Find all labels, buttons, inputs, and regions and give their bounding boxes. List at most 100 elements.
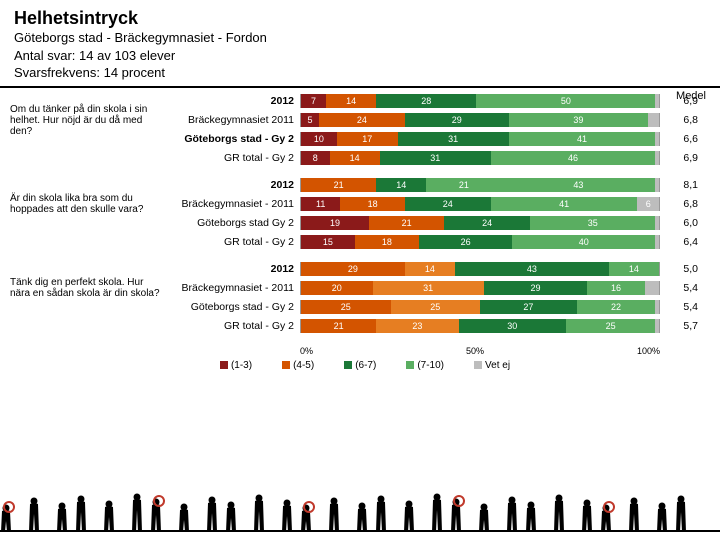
subtitle-1: Göteborgs stad - Bräckegymnasiet - Fordo… <box>14 29 706 47</box>
bar-segment: 46 <box>491 151 656 165</box>
stacked-bar: 10173141 <box>300 132 660 146</box>
bar-segment: 21 <box>301 319 376 333</box>
legend-item: (4-5) <box>272 360 314 371</box>
mean-value: 6,4 <box>660 236 698 248</box>
stacked-bar: 111824416 <box>300 197 660 211</box>
bar-segment: 17 <box>337 132 398 146</box>
bar-segment: 39 <box>509 113 649 127</box>
bar-segment <box>648 113 659 127</box>
stacked-bar: 29144314 <box>300 262 660 276</box>
bar-segment: 43 <box>455 262 609 276</box>
stacked-bar: 25252722 <box>300 300 660 314</box>
stacked-bar: 19212435 <box>300 216 660 230</box>
mean-value: 5,0 <box>660 263 698 275</box>
stacked-bar: 8143146 <box>300 151 660 165</box>
bar-segment: 24 <box>444 216 530 230</box>
mean-value: 8,1 <box>660 179 698 191</box>
bar-segment: 31 <box>373 281 484 295</box>
question-label: Är din skola lika bra som du hoppades at… <box>10 193 164 215</box>
mean-value: 6,6 <box>660 133 698 145</box>
mean-header: Medel <box>676 90 706 102</box>
bar-segment: 40 <box>512 235 655 249</box>
header: Helhetsintryck Göteborgs stad - Bräckegy… <box>0 0 720 88</box>
category-label: 2012 <box>164 263 300 275</box>
bar-segment: 5 <box>301 113 319 127</box>
bar-segment: 7 <box>301 94 326 108</box>
bar-segment <box>655 178 659 192</box>
category-label: Göteborgs stad Gy 2 <box>164 217 300 229</box>
category-label: GR total - Gy 2 <box>164 320 300 332</box>
bar-segment: 22 <box>577 300 656 314</box>
bar-segment: 27 <box>480 300 577 314</box>
stacked-bar: 5242939 <box>300 113 660 127</box>
bar-segment: 25 <box>566 319 656 333</box>
legend-item: (7-10) <box>396 360 444 371</box>
mean-value: 5,4 <box>660 301 698 313</box>
category-label: Göteborgs stad - Gy 2 <box>164 301 300 313</box>
stacked-bar: 21142143 <box>300 178 660 192</box>
mean-value: 6,8 <box>660 198 698 210</box>
stacked-bar: 20312916 <box>300 281 660 295</box>
chart-row: Tänk dig en perfekt skola. Hur nära en s… <box>10 279 710 298</box>
bar-segment <box>655 319 659 333</box>
category-label: Bräckegymnasiet - 2011 <box>164 282 300 294</box>
bar-segment: 29 <box>301 262 405 276</box>
bar-segment: 14 <box>405 262 455 276</box>
question-group: 2012291443145,0Tänk dig en perfekt skola… <box>10 260 710 336</box>
question-group: 2012211421438,1Är din skola lika bra som… <box>10 176 710 252</box>
bar-segment <box>655 235 659 249</box>
axis-tick: 50% <box>466 346 484 356</box>
bar-segment: 35 <box>530 216 655 230</box>
chart-row: 2012211421438,1 <box>10 176 710 195</box>
stacked-bar: 7142850 <box>300 94 660 108</box>
category-label: GR total - Gy 2 <box>164 236 300 248</box>
footer-silhouette <box>0 488 720 536</box>
bar-segment: 25 <box>391 300 481 314</box>
chart-row: Göteborgs stad - Gy 2252527225,4 <box>10 298 710 317</box>
legend: (1-3)(4-5)(6-7)(7-10)Vet ej <box>10 360 710 371</box>
legend-swatch <box>220 361 228 369</box>
legend-swatch <box>474 361 482 369</box>
bar-segment: 18 <box>340 197 404 211</box>
bar-segment: 11 <box>301 197 340 211</box>
bar-segment: 41 <box>509 132 656 146</box>
bar-segment: 21 <box>426 178 501 192</box>
bar-segment: 19 <box>301 216 369 230</box>
chart-row: Om du tänker på din skola i sin helhet. … <box>10 111 710 130</box>
chart-row: GR total - Gy 281431466,9 <box>10 149 710 168</box>
legend-swatch <box>344 361 352 369</box>
bar-segment <box>645 281 659 295</box>
subtitle-3: Svarsfrekvens: 14 procent <box>14 64 706 82</box>
axis-tick: 0% <box>300 346 313 356</box>
legend-item: (6-7) <box>334 360 376 371</box>
bar-segment: 14 <box>609 262 659 276</box>
bar-segment: 25 <box>301 300 391 314</box>
bar-segment: 31 <box>398 132 509 146</box>
mean-value: 6,8 <box>660 114 698 126</box>
axis-tick: 100% <box>637 346 660 356</box>
bar-segment: 43 <box>501 178 655 192</box>
legend-swatch <box>406 361 414 369</box>
question-group: 201271428506,9Om du tänker på din skola … <box>10 92 710 168</box>
bar-segment: 14 <box>326 94 376 108</box>
bar-segment: 14 <box>330 151 380 165</box>
question-label: Tänk dig en perfekt skola. Hur nära en s… <box>10 277 164 299</box>
bar-segment: 21 <box>301 178 376 192</box>
mean-value: 5,7 <box>660 320 698 332</box>
bar-segment: 30 <box>459 319 566 333</box>
bar-segment: 41 <box>491 197 638 211</box>
axis-row: 0% 50% 100% <box>10 344 710 358</box>
category-label: Göteborgs stad - Gy 2 <box>164 133 300 145</box>
bar-segment: 18 <box>355 235 419 249</box>
bar-segment <box>655 94 659 108</box>
category-label: Bräckegymnasiet 2011 <box>164 114 300 126</box>
bar-segment <box>655 300 659 314</box>
axis-ticks: 0% 50% 100% <box>300 346 660 356</box>
page-title: Helhetsintryck <box>14 8 706 29</box>
bar-segment: 23 <box>376 319 458 333</box>
bar-segment: 15 <box>301 235 355 249</box>
legend-swatch <box>282 361 290 369</box>
chart-row: 2012291443145,0 <box>10 260 710 279</box>
bar-segment: 29 <box>484 281 588 295</box>
bar-segment: 6 <box>637 197 658 211</box>
